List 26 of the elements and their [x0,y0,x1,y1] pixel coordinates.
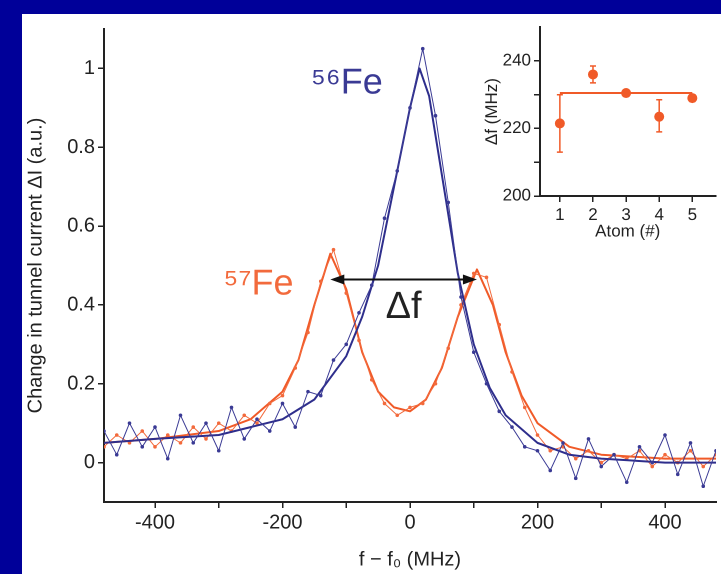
x-axis-title: Atom (#) [595,221,660,240]
x-axis-title: f − f₀ (MHz) [358,548,462,571]
y-tick-label: 0.4 [67,293,95,316]
x-tick-label: -400 [134,512,176,534]
y-tick-label: 0.2 [67,372,95,394]
y-tick-label: 220 [502,118,531,138]
y-axis-title: Δf (MHz) [482,78,501,146]
x-tick-label: -200 [262,512,303,534]
x-tick-label: 3 [621,204,631,224]
x-tick-label: 200 [520,512,554,534]
x-tick-label: 1 [555,204,565,224]
y-tick-label: 200 [502,186,531,205]
y-tick-label: 0.8 [67,136,95,158]
x-tick-label: 400 [648,512,682,534]
y-tick-label: 240 [502,50,531,70]
x-tick-label: 5 [688,204,698,224]
series-label: ⁵⁷Fe [224,262,294,303]
x-tick-label: 0 [404,512,416,534]
y-axis-title: Change in tunnel current ΔI (a.u.) [24,118,47,414]
annotation: Δf [386,284,422,327]
x-tick-label: 4 [654,204,664,224]
y-tick-label: 1 [84,56,95,79]
y-tick-label: 0 [84,451,95,474]
y-tick-label: 0.6 [67,214,95,237]
series-label: ⁵⁶Fe [310,60,383,102]
x-tick-label: 2 [588,204,598,224]
